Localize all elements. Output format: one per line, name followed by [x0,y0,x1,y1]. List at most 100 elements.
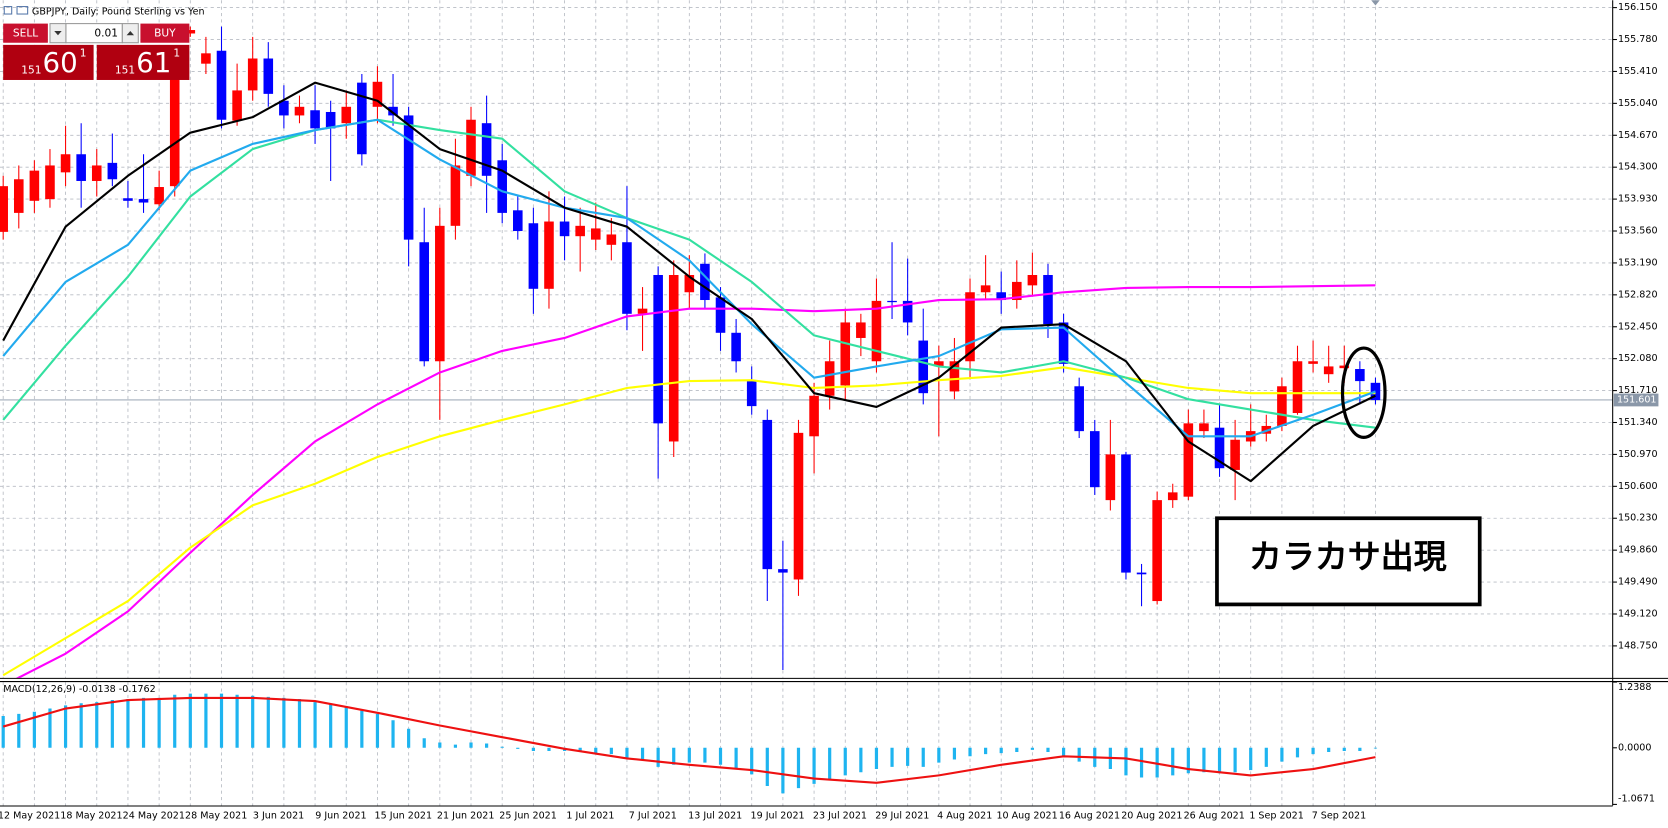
x-tick-label: 4 Aug 2021 [937,811,992,822]
candle-body [731,332,741,362]
symbol-icon [16,6,29,15]
candle-body [700,263,710,301]
candle-body [528,223,539,289]
candle-body [1355,369,1365,382]
candle-body [824,361,835,396]
price-plot [0,26,1613,678]
x-tick-label: 20 Aug 2021 [1121,811,1182,822]
ask-box[interactable] [96,44,190,80]
bid-main: 60 [43,46,78,79]
y-tick-label: 155.410 [1618,66,1658,77]
candle-body [263,58,274,94]
candle-body [45,165,55,200]
annotation-box [1215,516,1482,607]
candle-body [341,106,352,124]
current-price-label: 151.601 [1617,394,1657,405]
bid-box[interactable] [3,44,94,80]
sell-button[interactable] [3,23,48,43]
x-tick-label: 7 Jul 2021 [629,811,677,822]
candle-body [762,419,773,570]
candle-body [123,198,133,201]
candle-body [185,30,196,34]
candle-body [1012,281,1022,301]
candle-body [1230,439,1240,470]
x-tick-label: 15 Jun 2021 [375,811,433,822]
x-tick-label: 1 Jul 2021 [566,811,614,822]
macd-title: MACD(12,26,9) -0.0138 -0.1762 [3,684,156,695]
moving-average [16,284,1376,678]
symbol-icon [3,6,13,15]
y-tick-label: 155.780 [1618,34,1658,45]
candle-body [1043,275,1053,325]
candle-body [996,292,1006,301]
candle-body [793,432,804,580]
macd-plot [1,693,1378,794]
candle-body [419,242,430,362]
bid-big: 151 [21,63,41,76]
candle-body [902,300,913,323]
candle-body [1339,365,1350,369]
candle-body [1105,454,1116,501]
y-tick-label: 153.930 [1618,194,1658,205]
buy-button[interactable] [140,23,190,43]
candle-body [279,100,289,116]
x-tick-label: 21 Jun 2021 [437,811,495,822]
candle-body [325,111,336,129]
highlight-ellipse [1340,346,1387,439]
candle-body [840,322,851,386]
sell-label: SELL [13,27,38,40]
ask-small: 1 [173,46,180,59]
candle-body [575,225,585,237]
y-tick-label: -1.0671 [1618,794,1655,805]
y-tick-label: 148.750 [1618,640,1658,651]
x-tick-label: 29 Jul 2021 [875,811,929,822]
trade-panel: SELL 0.01 BUY 151 60 1 151 61 1 [3,23,190,80]
x-tick-label: 9 Jun 2021 [315,811,366,822]
candle-body [1183,423,1194,497]
candle-body [60,154,71,173]
candle-body [809,395,819,437]
signal-line [2,696,1376,784]
y-tick-label: 149.860 [1618,545,1658,556]
candle-body [1199,423,1209,432]
moving-average [2,118,1376,438]
candle-body [1074,386,1084,432]
candle-body [980,285,991,293]
x-tick-label: 3 Jun 2021 [253,811,304,822]
moving-average [2,81,1376,483]
annotation: カラカサ出現 [1249,537,1447,576]
moving-average [2,118,1376,429]
x-tick-label: 25 Jun 2021 [499,811,557,822]
candle-body [154,187,164,205]
candle-body [232,90,242,121]
candle-body [918,340,929,394]
x-tick-label: 26 Aug 2021 [1184,811,1245,822]
candle-body [778,569,788,573]
x-tick-label: 7 Sep 2021 [1312,811,1367,822]
x-tick-label: 28 May 2021 [185,811,247,822]
y-tick-label: 1.2388 [1618,682,1651,693]
candle-body [294,106,305,116]
candle-body [668,275,679,442]
arrow-down [54,31,62,36]
y-tick-label: 0.0000 [1618,742,1651,753]
y-tick-label: 152.820 [1618,289,1658,300]
lot-value: 0.01 [94,27,118,40]
x-tick-label: 10 Aug 2021 [996,811,1057,822]
candle-body [107,162,118,180]
y-tick-label: 149.120 [1618,608,1658,619]
arrow-up [126,31,135,36]
candle-body [949,361,960,392]
candle-body [138,199,149,203]
y-tick-label: 150.600 [1618,481,1658,492]
candle-body [1167,492,1178,501]
y-tick-label: 150.230 [1618,513,1658,524]
x-tick-label: 1 Sep 2021 [1249,811,1304,822]
moving-average [2,366,1376,677]
candle-body [1136,572,1147,575]
candle-body [247,58,258,91]
candle-body [715,297,726,333]
candle-body [544,221,554,289]
current-price-box [1613,393,1659,407]
